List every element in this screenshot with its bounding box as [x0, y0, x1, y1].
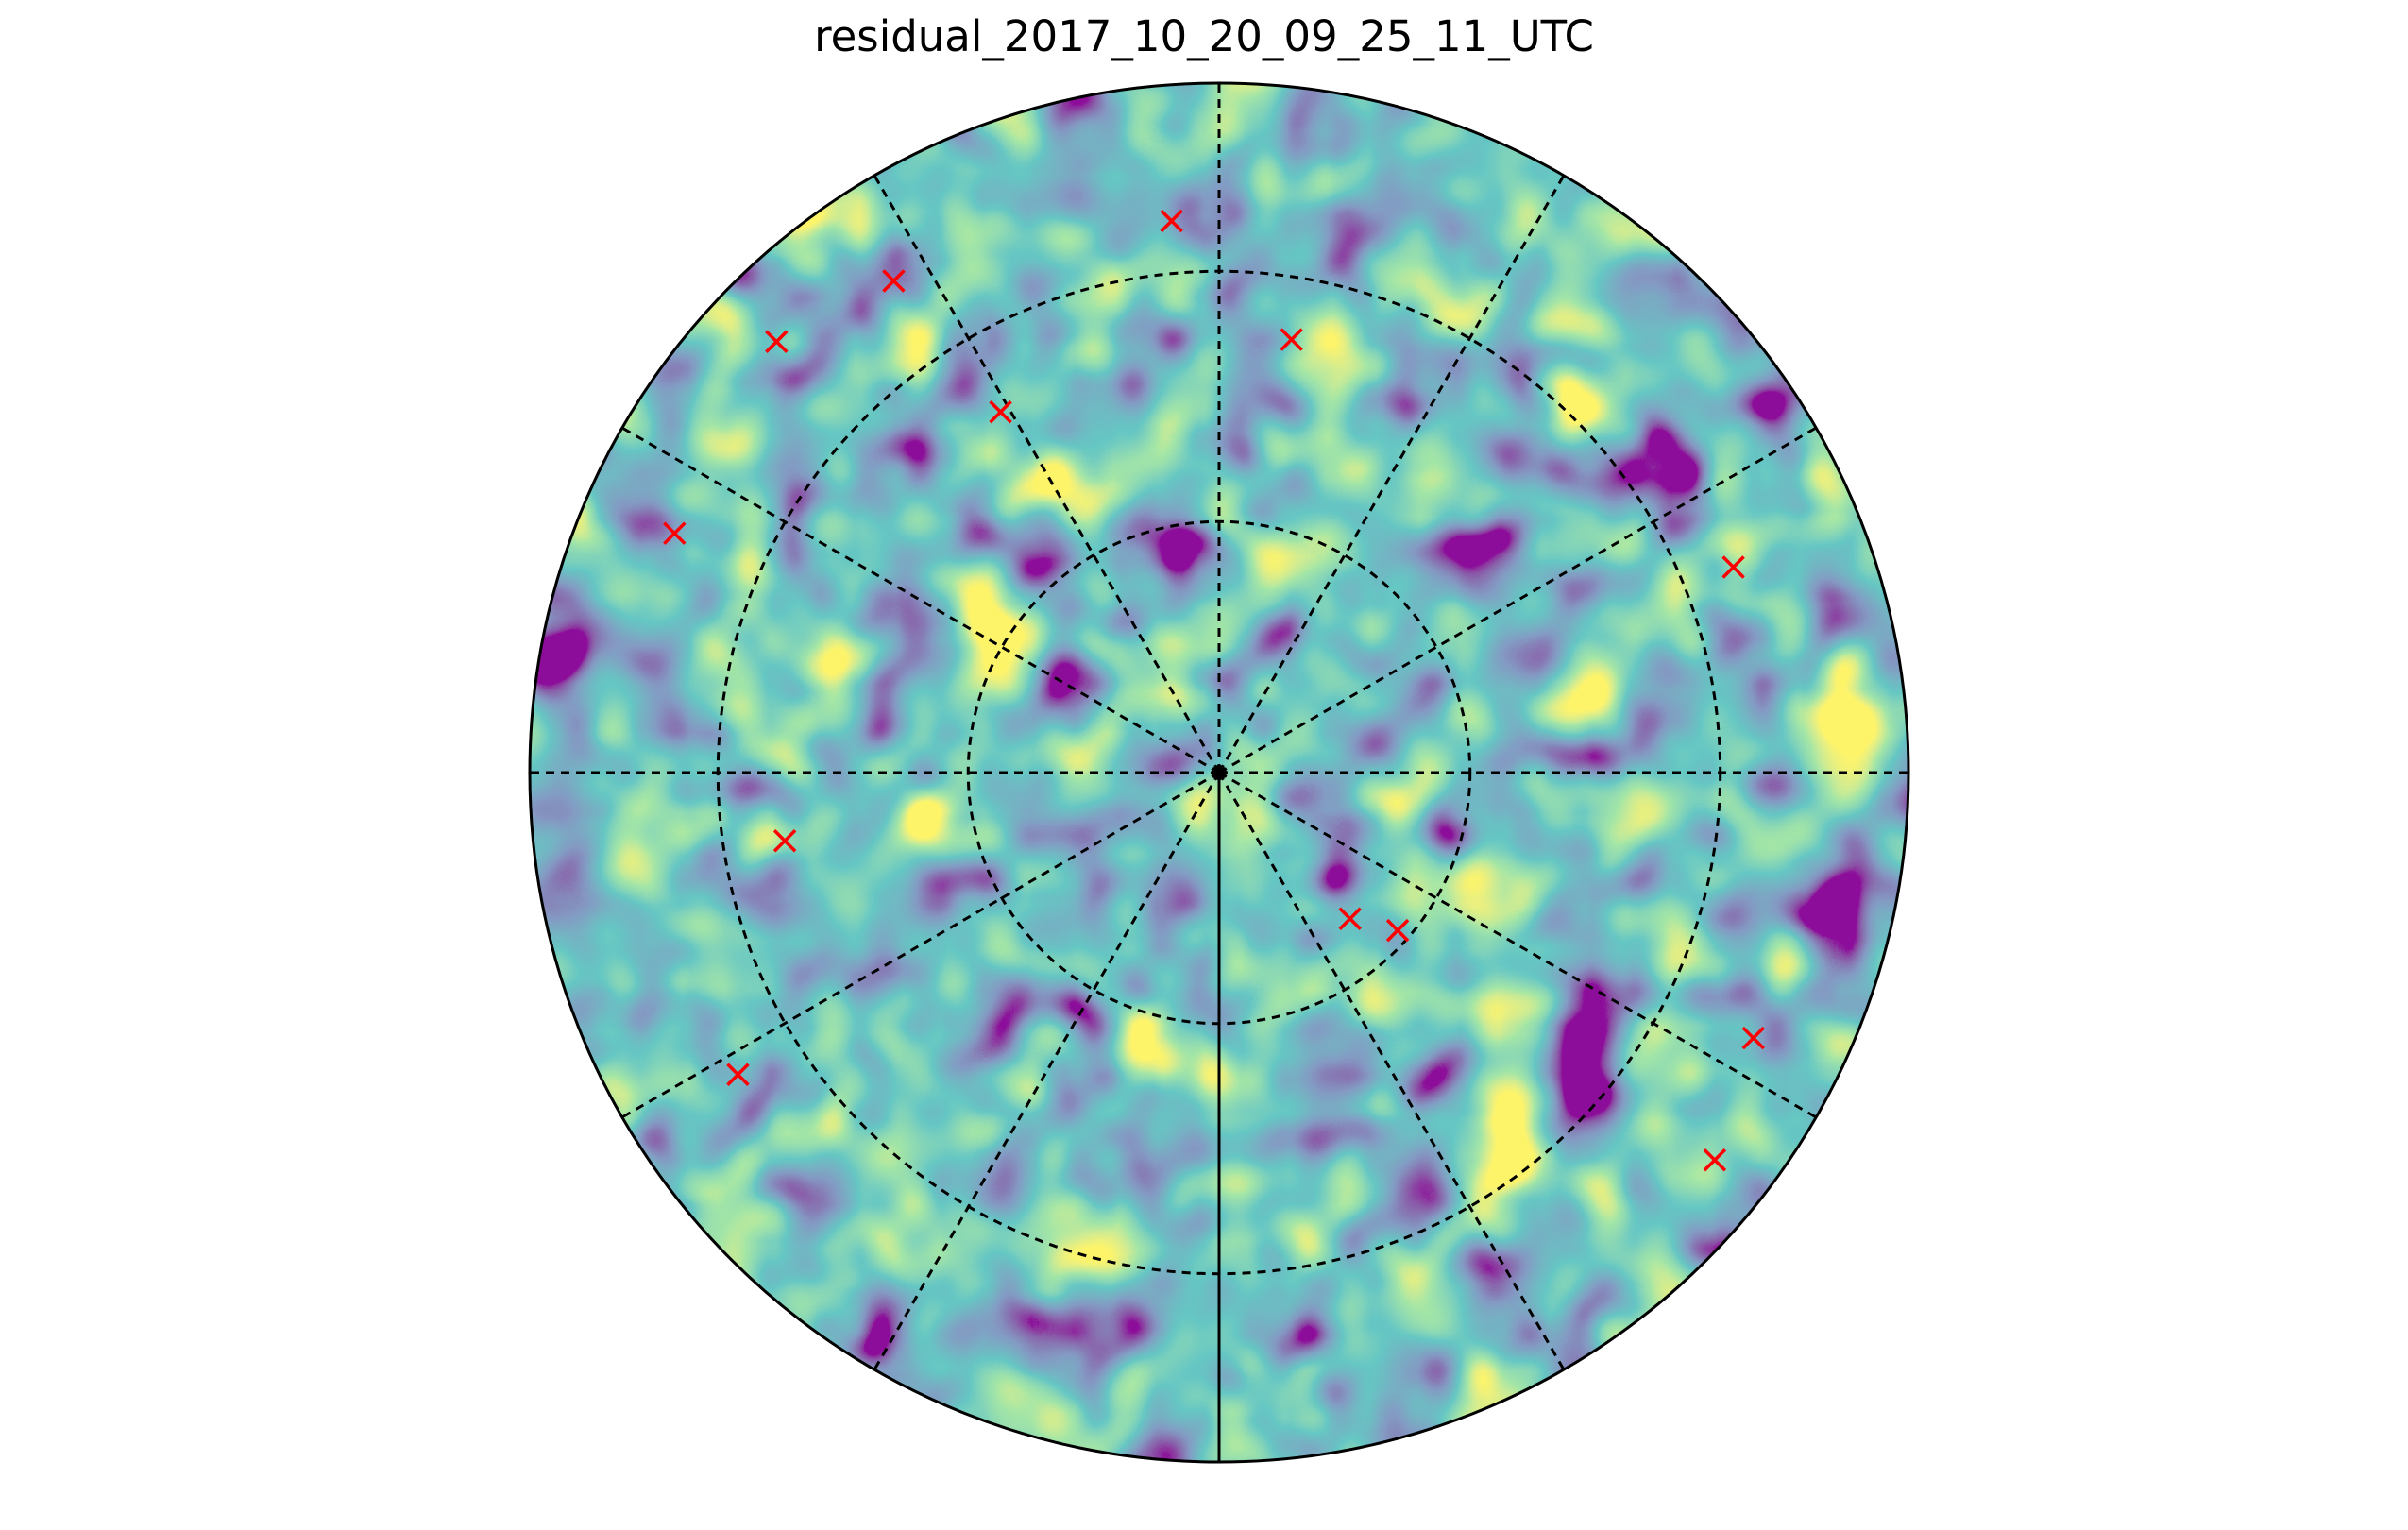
source-marker-9: [1338, 907, 1362, 930]
source-markers: [663, 209, 1765, 1172]
grid-spoke-150: [621, 426, 1220, 774]
source-marker-2: [1280, 328, 1303, 351]
grid-spoke-240: [873, 772, 1221, 1370]
source-marker-13: [1703, 1148, 1727, 1172]
source-marker-5: [989, 400, 1012, 424]
chart-title: residual_2017_10_20_09_25_11_UTC: [814, 11, 1594, 61]
grid-spoke-120: [873, 175, 1221, 774]
source-marker-12: [726, 1062, 750, 1086]
source-marker-4: [765, 330, 789, 353]
grid-spoke-330: [1218, 771, 1817, 1119]
grid-spoke-30: [1218, 426, 1817, 774]
grid-spoke-60: [1217, 175, 1566, 774]
zenith-marker: [1212, 765, 1227, 780]
horizon-circle: [528, 81, 1910, 1464]
source-marker-6: [663, 521, 687, 545]
grid-spoke-210: [621, 771, 1220, 1119]
polar-grid: [530, 83, 1908, 1462]
source-marker-1: [1160, 209, 1183, 233]
source-marker-7: [1721, 555, 1745, 579]
source-marker-8: [772, 829, 797, 853]
grid-spoke-300: [1217, 772, 1566, 1370]
source-marker-11: [1741, 1026, 1765, 1050]
source-marker-3: [882, 269, 906, 293]
source-marker-10: [1385, 918, 1410, 943]
